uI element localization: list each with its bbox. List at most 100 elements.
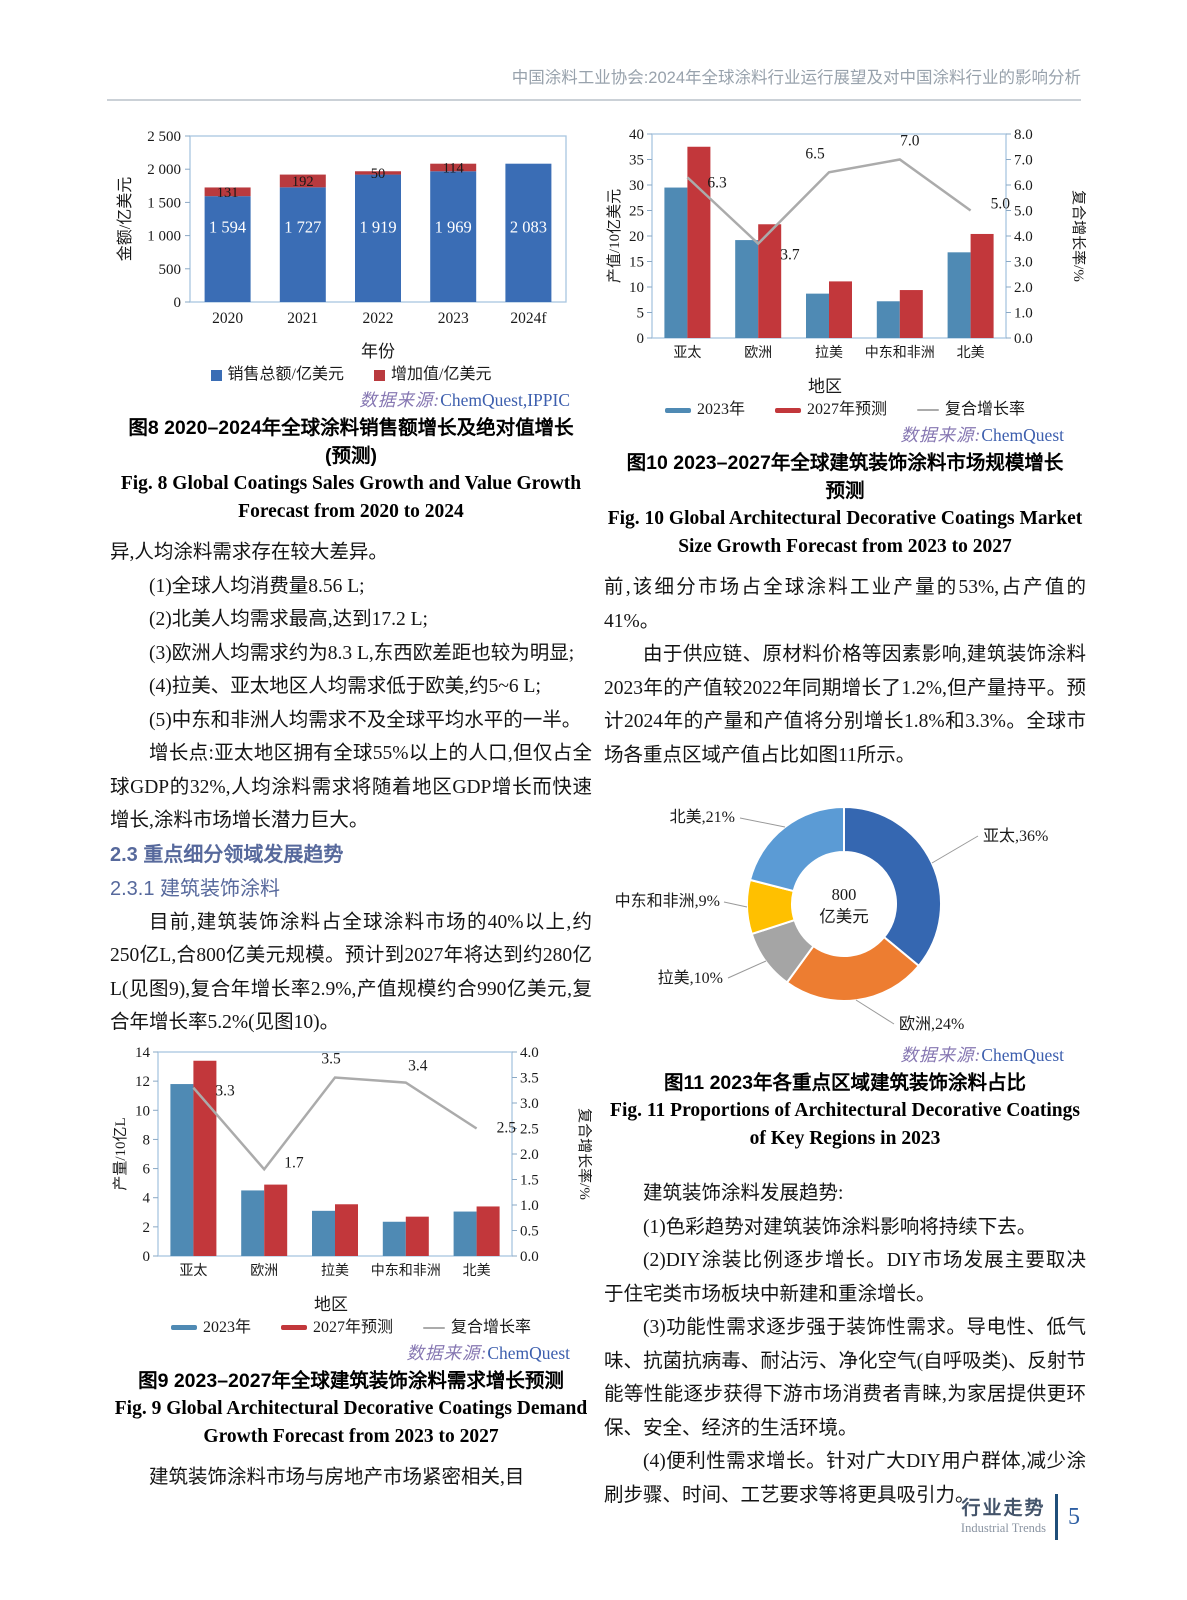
svg-text:2022: 2022 [363,310,394,327]
legend-label: 2027年预测 [806,401,887,418]
fig10-caption-zh2: 预测 [825,480,865,502]
svg-text:1.0: 1.0 [520,1198,539,1214]
fig8-caption-en2: Forecast from 2020 to 2024 [238,501,464,522]
paragraph: 增长点:亚太地区拥有全球55%以上的人口,但仅占全球GDP的32%,人均涂料需求… [110,743,592,831]
fig8-legend: 销售总额/亿美元 增加值/亿美元 [110,363,592,387]
svg-text:3.0: 3.0 [1014,255,1033,271]
svg-text:500: 500 [159,262,182,278]
svg-text:北美: 北美 [463,1263,491,1279]
svg-text:复合增长率/%: 复合增长率/% [576,1108,592,1200]
svg-text:1 500: 1 500 [147,195,181,211]
figure-10: 0 5 10 15 20 25 30 35 40 0.0 1.0 2.0 3.0 4.0 5.0 6.0 7.0… [604,126,1086,561]
page-footer: 行业走势 Industrial Trends 5 [961,1494,1080,1540]
figure-11: 亚太,36% 欧洲,24% 拉美,10% 中东和非洲,9% 北美,21% 800 亿美元 数… [604,776,1086,1153]
source-value: ChemQuest [487,1342,570,1363]
svg-text:114: 114 [443,160,465,176]
svg-text:2 083: 2 083 [510,217,547,236]
legend-label: 2027年预测 [312,1318,393,1336]
figure-8: 0 500 1 000 1 500 2 000 2 500 131 1 594 2020 192 1… [110,126,592,526]
trends-heading: 建筑装饰涂料发展趋势: [643,1183,844,1204]
fig9-bar-line-chart: 024681012140.00.51.01.52.02.53.03.54.0亚太… [112,1045,592,1279]
paragraph: 异,人均涂料需求存在较大差异。 [110,542,388,563]
fig8-x-axis-label: 年份 [361,342,395,361]
svg-text:1.5: 1.5 [520,1172,539,1188]
legend-square-blue-icon [210,369,222,381]
svg-text:3.5: 3.5 [520,1070,539,1086]
svg-text:6.3: 6.3 [707,174,727,191]
list-item: (2)DIY涂装比例逐步增长。DIY市场发展主要取决于住宅类市场板块中新建和重涂… [604,1250,1086,1305]
fig10-caption-en2: Size Growth Forecast from 2023 to 2027 [678,536,1012,557]
footer-divider [1055,1494,1058,1540]
running-head: 中国涂料工业协会:2024年全球涂料行业运行展望及对中国涂料行业的影响分析 [511,69,1081,87]
fig11-caption-en2: of Key Regions in 2023 [749,1128,941,1149]
fig9-legend: 2023年 2027年预测 复合增长率 [110,1316,592,1340]
legend-dash-red-icon [280,1325,307,1330]
svg-text:15: 15 [629,255,644,271]
svg-text:7.0: 7.0 [900,133,920,150]
svg-text:8: 8 [143,1132,151,1148]
svg-text:2021: 2021 [287,310,318,327]
svg-text:10: 10 [135,1103,150,1119]
source-label: 数据来源: [359,390,441,410]
list-item: (5)中东和非洲人均需求不及全球平均水平的一半。 [149,709,582,731]
svg-text:10: 10 [629,280,644,296]
svg-text:4.0: 4.0 [520,1045,539,1061]
svg-text:亚太: 亚太 [673,345,701,361]
svg-text:6: 6 [143,1161,151,1177]
svg-text:3.5: 3.5 [321,1050,341,1067]
svg-text:中东和非洲,9%: 中东和非洲,9% [615,892,720,910]
fig9-x-axis-label: 地区 [314,1294,348,1314]
svg-text:5.0: 5.0 [1014,204,1033,220]
legend-dash-blue-icon [664,407,691,413]
svg-text:2 000: 2 000 [147,162,181,178]
fig8-caption-en: Fig. 8 Global Coatings Sales Growth and … [120,473,582,494]
legend-item-2027: 2027年预测 [280,1316,393,1340]
fig10-x-axis-label: 地区 [808,377,842,396]
fig10-caption-en: Fig. 10 Global Architectural Decorative … [607,508,1083,529]
svg-text:产量/10亿L: 产量/10亿L [112,1117,129,1190]
fig10-legend: 2023年 2027年预测 复合增长率 [604,398,1086,422]
fig8-caption-zh2: (预测) [325,445,377,467]
page-header: 中国涂料工业协会:2024年全球涂料行业运行展望及对中国涂料行业的影响分析 [107,64,1081,101]
list-item: (2)北美人均需求最高,达到17.2 L; [149,609,428,630]
svg-text:1 919: 1 919 [359,217,396,236]
svg-text:3.7: 3.7 [780,247,800,264]
svg-text:产值/10亿美元: 产值/10亿美元 [606,189,623,283]
svg-text:0: 0 [174,295,182,311]
section-heading-2-3: 2.3 重点细分领域发展趋势 [110,843,344,866]
svg-text:亚太,36%: 亚太,36% [983,827,1048,845]
svg-text:8.0: 8.0 [1014,127,1033,143]
fig10-data-source: 数据来源:ChemQuest [604,422,1086,449]
svg-text:3.3: 3.3 [215,1082,235,1099]
svg-text:2 500: 2 500 [147,129,181,145]
paragraph: 建筑装饰涂料市场与房地产市场紧密相关,目 [149,1466,525,1488]
svg-text:3.4: 3.4 [408,1057,428,1074]
svg-text:欧洲,24%: 欧洲,24% [899,1015,964,1033]
fig11-data-source: 数据来源:ChemQuest [604,1042,1086,1069]
svg-text:50: 50 [371,166,386,182]
svg-text:3.0: 3.0 [520,1096,539,1112]
footer-section-zh: 行业走势 [961,1498,1046,1519]
fig8-stacked-bar-chart: 0 500 1 000 1 500 2 000 2 500 131 1 594 2020 192 1… [116,129,567,327]
svg-text:0: 0 [143,1249,151,1265]
list-item: (1)色彩趋势对建筑装饰涂料影响将持续下去。 [643,1216,1037,1238]
svg-text:0: 0 [637,331,645,347]
svg-text:5.0: 5.0 [991,196,1011,213]
svg-text:131: 131 [217,185,239,201]
svg-text:拉美: 拉美 [815,345,843,361]
fig11-caption-en: Fig. 11 Proportions of Architectural Dec… [610,1100,1080,1121]
svg-text:亚太: 亚太 [179,1263,207,1279]
svg-text:复合增长率/%: 复合增长率/% [1070,190,1086,282]
fig9-caption-en: Fig. 9 Global Architectural Decorative C… [114,1397,588,1419]
legend-label: 2023年 [202,1318,251,1336]
paragraph: 目前,建筑装饰涂料占全球涂料市场的40%以上,约250亿L,合800亿美元规模。… [110,911,592,1034]
legend-label: 复合增长率 [451,1318,532,1336]
fig10-caption-zh: 图10 2023–2027年全球建筑装饰涂料市场规模增长 [626,452,1064,474]
svg-text:2: 2 [143,1219,151,1235]
svg-text:1 727: 1 727 [284,217,321,236]
legend-dash-gray-icon [917,409,939,411]
list-item: (4)拉美、亚太地区人均需求低于欧美,约5~6 L; [149,676,541,697]
svg-text:25: 25 [629,204,644,220]
list-item: (3)功能性需求逐步强于装饰性需求。导电性、低气味、抗菌抗病毒、耐沾污、净化空气… [604,1317,1086,1439]
